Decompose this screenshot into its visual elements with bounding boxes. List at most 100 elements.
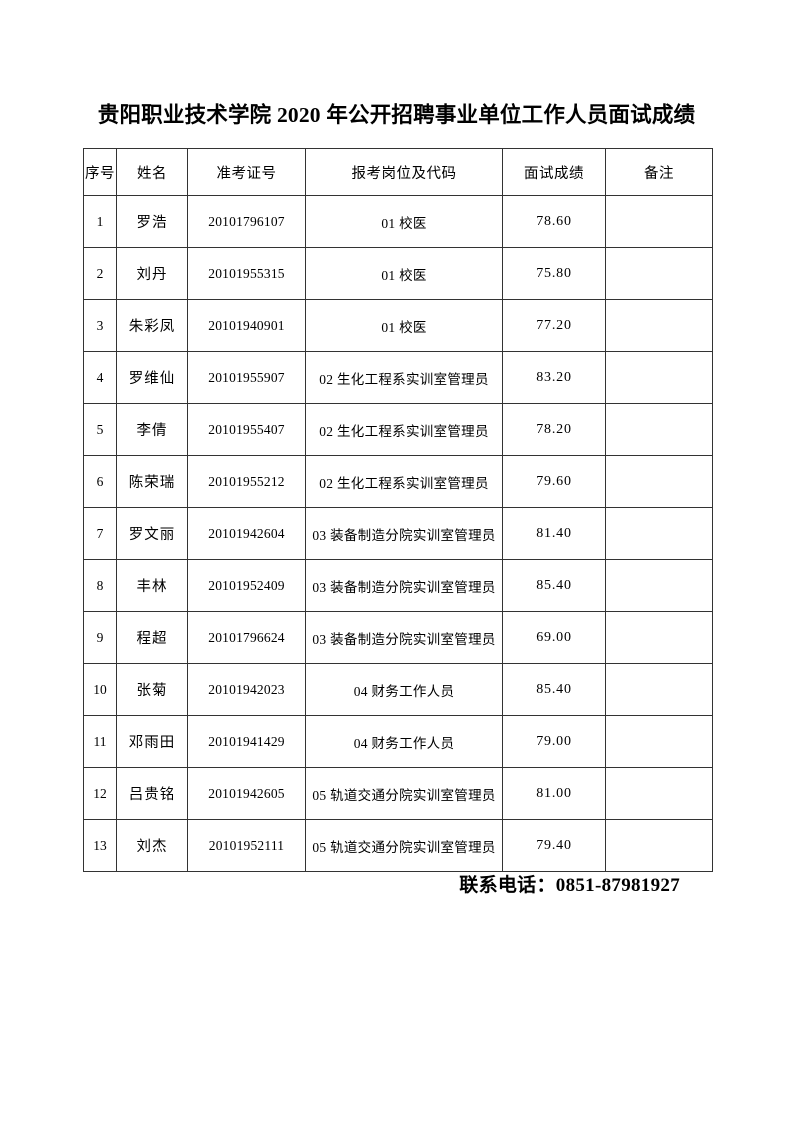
cell-score: 83.20	[502, 351, 606, 404]
cell-seq: 11	[83, 715, 117, 768]
cell-name: 朱彩凤	[116, 299, 188, 352]
page-title: 贵阳职业技术学院 2020 年公开招聘事业单位工作人员面试成绩	[97, 103, 696, 127]
interview-scores-table-container: 序号 姓名 准考证号 报考岗位及代码 面试成绩 备注 1 罗浩 20101796…	[83, 148, 713, 872]
cell-post: 02 生化工程系实训室管理员	[305, 403, 503, 456]
cell-note	[605, 767, 713, 820]
cell-seq: 1	[83, 195, 117, 248]
column-header-post: 报考岗位及代码	[305, 148, 503, 196]
cell-post: 04 财务工作人员	[305, 663, 503, 716]
cell-seq: 5	[83, 403, 117, 456]
cell-seq: 9	[83, 611, 117, 664]
cell-score: 75.80	[502, 247, 606, 300]
cell-name: 刘杰	[116, 819, 188, 872]
cell-score: 81.40	[502, 507, 606, 560]
cell-post: 02 生化工程系实训室管理员	[305, 351, 503, 404]
cell-ticket: 20101955407	[187, 403, 306, 456]
table-row: 3 朱彩凤 20101940901 01 校医 77.20	[83, 299, 713, 352]
cell-ticket: 20101952409	[187, 559, 306, 612]
cell-post: 01 校医	[305, 299, 503, 352]
table-row: 11 邓雨田 20101941429 04 财务工作人员 79.00	[83, 715, 713, 768]
cell-name: 罗文丽	[116, 507, 188, 560]
cell-ticket: 20101796107	[187, 195, 306, 248]
column-header-ticket: 准考证号	[187, 148, 306, 196]
cell-name: 邓雨田	[116, 715, 188, 768]
cell-note	[605, 195, 713, 248]
cell-ticket: 20101955907	[187, 351, 306, 404]
table-row: 7 罗文丽 20101942604 03 装备制造分院实训室管理员 81.40	[83, 507, 713, 560]
table-row: 12 吕贵铭 20101942605 05 轨道交通分院实训室管理员 81.00	[83, 767, 713, 820]
cell-note	[605, 455, 713, 508]
table-row: 1 罗浩 20101796107 01 校医 78.60	[83, 195, 713, 248]
cell-name: 李倩	[116, 403, 188, 456]
table-row: 4 罗维仙 20101955907 02 生化工程系实训室管理员 83.20	[83, 351, 713, 404]
cell-seq: 13	[83, 819, 117, 872]
table-row: 8 丰林 20101952409 03 装备制造分院实训室管理员 85.40	[83, 559, 713, 612]
cell-post: 05 轨道交通分院实训室管理员	[305, 767, 503, 820]
cell-ticket: 20101942605	[187, 767, 306, 820]
cell-score: 79.00	[502, 715, 606, 768]
cell-score: 69.00	[502, 611, 606, 664]
table-row: 2 刘丹 20101955315 01 校医 75.80	[83, 247, 713, 300]
cell-post: 02 生化工程系实训室管理员	[305, 455, 503, 508]
cell-post: 03 装备制造分院实训室管理员	[305, 559, 503, 612]
table-header: 序号 姓名 准考证号 报考岗位及代码 面试成绩 备注	[83, 148, 713, 196]
cell-note	[605, 715, 713, 768]
cell-score: 78.20	[502, 403, 606, 456]
cell-post: 03 装备制造分院实训室管理员	[305, 611, 503, 664]
cell-seq: 12	[83, 767, 117, 820]
cell-note	[605, 247, 713, 300]
cell-name: 刘丹	[116, 247, 188, 300]
table-row: 13 刘杰 20101952111 05 轨道交通分院实训室管理员 79.40	[83, 819, 713, 872]
cell-ticket: 20101942023	[187, 663, 306, 716]
cell-name: 罗浩	[116, 195, 188, 248]
table-row: 10 张菊 20101942023 04 财务工作人员 85.40	[83, 663, 713, 716]
cell-score: 79.40	[502, 819, 606, 872]
cell-seq: 2	[83, 247, 117, 300]
cell-ticket: 20101940901	[187, 299, 306, 352]
table-row: 5 李倩 20101955407 02 生化工程系实训室管理员 78.20	[83, 403, 713, 456]
cell-ticket: 20101955315	[187, 247, 306, 300]
cell-note	[605, 559, 713, 612]
cell-ticket: 20101796624	[187, 611, 306, 664]
cell-seq: 10	[83, 663, 117, 716]
cell-name: 丰林	[116, 559, 188, 612]
cell-note	[605, 403, 713, 456]
cell-note	[605, 351, 713, 404]
cell-name: 罗维仙	[116, 351, 188, 404]
cell-ticket: 20101952111	[187, 819, 306, 872]
cell-name: 陈荣瑞	[116, 455, 188, 508]
cell-name: 张菊	[116, 663, 188, 716]
cell-ticket: 20101955212	[187, 455, 306, 508]
table-row: 6 陈荣瑞 20101955212 02 生化工程系实训室管理员 79.60	[83, 455, 713, 508]
cell-seq: 6	[83, 455, 117, 508]
cell-ticket: 20101942604	[187, 507, 306, 560]
cell-post: 01 校医	[305, 247, 503, 300]
cell-post: 03 装备制造分院实训室管理员	[305, 507, 503, 560]
table-body: 1 罗浩 20101796107 01 校医 78.60 2 刘丹 201019…	[83, 195, 713, 872]
interview-scores-table: 序号 姓名 准考证号 报考岗位及代码 面试成绩 备注 1 罗浩 20101796…	[83, 148, 713, 872]
cell-post: 01 校医	[305, 195, 503, 248]
contact-phone: 联系电话：0851-87981927	[459, 875, 680, 896]
cell-note	[605, 299, 713, 352]
column-header-score: 面试成绩	[502, 148, 606, 196]
cell-score: 81.00	[502, 767, 606, 820]
cell-name: 吕贵铭	[116, 767, 188, 820]
cell-score: 85.40	[502, 663, 606, 716]
cell-score: 85.40	[502, 559, 606, 612]
cell-note	[605, 819, 713, 872]
cell-seq: 3	[83, 299, 117, 352]
cell-score: 77.20	[502, 299, 606, 352]
cell-seq: 8	[83, 559, 117, 612]
cell-seq: 4	[83, 351, 117, 404]
cell-ticket: 20101941429	[187, 715, 306, 768]
cell-post: 04 财务工作人员	[305, 715, 503, 768]
column-header-name: 姓名	[116, 148, 188, 196]
cell-score: 78.60	[502, 195, 606, 248]
cell-score: 79.60	[502, 455, 606, 508]
column-header-note: 备注	[605, 148, 713, 196]
table-header-row: 序号 姓名 准考证号 报考岗位及代码 面试成绩 备注	[83, 148, 713, 196]
cell-note	[605, 507, 713, 560]
column-header-seq: 序号	[83, 148, 117, 196]
cell-post: 05 轨道交通分院实训室管理员	[305, 819, 503, 872]
